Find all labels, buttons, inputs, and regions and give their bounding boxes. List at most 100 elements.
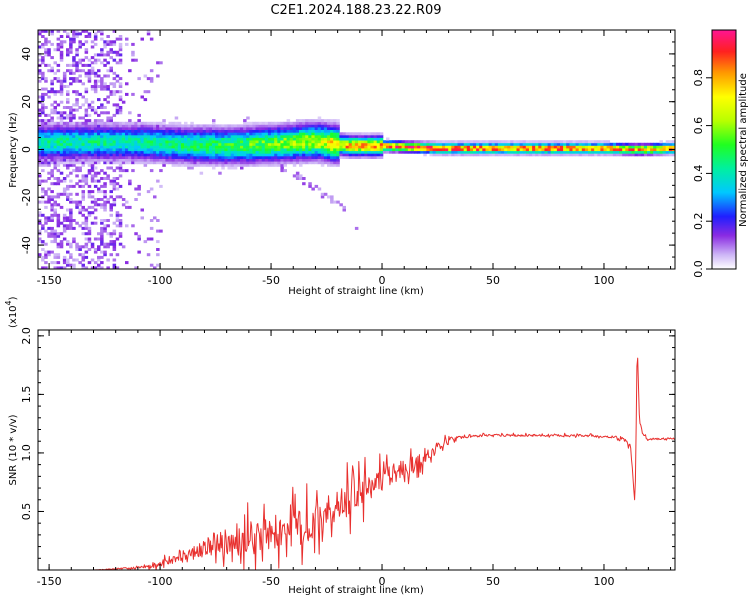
spectrogram-cell [59,111,64,115]
spectrogram-cell [44,50,48,54]
spectrogram-cell [354,145,359,149]
spectrogram-cell [392,148,396,152]
spectrogram-cell [376,148,381,152]
spectrogram-cell [485,150,489,154]
spectrogram-cell [131,127,135,130]
spectrogram-cell [230,127,235,130]
spectrogram-cell [671,142,675,146]
spectrogram-cell [292,129,297,133]
spectrogram-cell [81,134,85,138]
spectrogram-cell [112,242,117,246]
spectrogram-cell [69,124,73,128]
spectrogram-cell [93,148,98,152]
spectrogram-cell [56,90,61,94]
spectrogram-cell [463,140,468,144]
spectrogram-cell [115,53,120,57]
spectrogram-cell [41,56,45,60]
spectrogram-cell [44,255,48,259]
spectrogram-cell [109,253,113,257]
spectrogram-cell [41,137,45,141]
spectrogram-cell [44,134,48,138]
spectrogram-cell [53,158,57,162]
spectrogram-cell [93,137,98,141]
spectrogram-cell [227,156,231,159]
spectrogram-cell [227,153,231,157]
spectrogram-cell [140,208,144,212]
spectrogram-cell [460,145,465,149]
spectrogram-cell [137,250,141,254]
spectrogram-cell [44,129,48,133]
spectrogram-cell [556,140,561,144]
spectrogram-cell [351,145,356,149]
spectrogram-cell [193,148,197,152]
spectrogram-cell [463,148,468,152]
spectrogram-cell [442,150,446,154]
spectrogram-cell [233,129,238,133]
spectrogram-cell [44,179,48,183]
spectrogram-cell [59,113,64,117]
spectrogram-cell [125,150,129,154]
spectrogram-cell [112,71,117,75]
spectrogram-cell [510,145,514,149]
spectrogram-cell [628,142,632,146]
spectrogram-cell [69,137,73,141]
spectrogram-cell [299,145,303,149]
spectrogram-cell [153,153,157,157]
spectrogram-cell [109,156,113,159]
spectrogram-cell [442,148,446,152]
spectrogram-cell [128,111,132,115]
spectrogram-cell [361,137,365,141]
spectrogram-cell [97,158,101,162]
spectrogram-cell [218,171,222,175]
spectrogram-cell [330,195,334,199]
spectrogram-cell [283,121,287,125]
spectrogram-cell [56,219,61,222]
spectrogram-cell [398,145,402,149]
spectrogram-cell [466,142,471,146]
spectrogram-cell [134,198,138,201]
spectrogram-cell [38,253,42,257]
spectrogram-cell [180,161,185,165]
spectrogram-cell [616,148,620,152]
spectrogram-cell [258,156,263,159]
spectrogram-cell [212,129,216,133]
spectrogram-cell [643,148,648,152]
spectrogram-cell [53,124,57,128]
spectrogram-cell [66,140,70,144]
spectrogram-cell [90,71,95,75]
spectrogram-cell [662,142,667,146]
spectrogram-cell [137,234,141,238]
spectrogram-cell [53,111,57,115]
spectrogram-cell [44,63,48,67]
spectrogram-cell [442,140,446,144]
spectrogram-cell [295,121,300,125]
spectrogram-cell [115,132,120,136]
spectrogram-cell [199,153,204,157]
spectrogram-cell [401,142,406,146]
spectrogram-cell [137,113,141,117]
spectrogram-cell [171,153,176,157]
spectrogram-cell [208,150,213,154]
spectrogram-cell [333,119,337,123]
spectrogram-cell [323,192,328,196]
spectrogram-cell [106,145,110,149]
spectrogram-cell [140,158,144,162]
spectrogram-cell [224,153,228,157]
spectrogram-cell [212,134,216,138]
spectrogram-cell [243,163,247,167]
spectrogram-cell [84,221,89,225]
spectrogram-cell [100,111,104,115]
spectrogram-cell [190,156,194,159]
spectrogram-cell [81,137,85,141]
spectrogram-cell [550,142,555,146]
spectrogram-cell [93,124,98,128]
spectrogram-cell [128,132,132,136]
spectrogram-cell [69,42,73,46]
spectrogram-cell [106,266,110,269]
spectrogram-cell [84,153,89,157]
spectrogram-cell [72,35,76,38]
spectrogram-cell [221,158,225,162]
spectrogram-cell [591,150,595,154]
spectrogram-cell [323,129,328,133]
spectrogram-cell [69,134,73,138]
